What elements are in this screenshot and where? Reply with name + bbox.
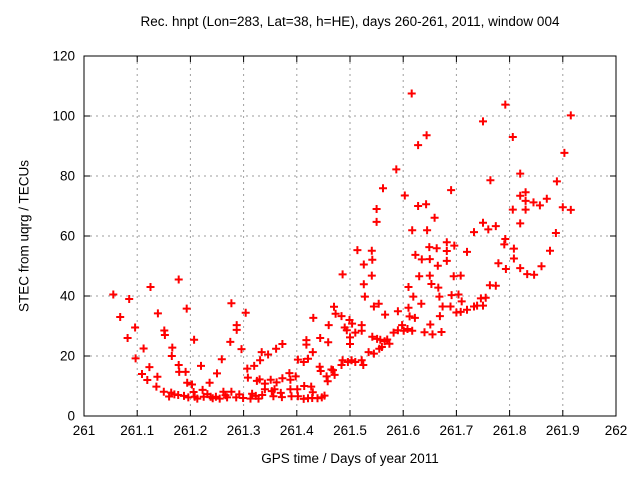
- x-tick-label: 262: [605, 423, 628, 438]
- x-tick-label: 261.8: [493, 423, 527, 438]
- y-tick-label: 60: [60, 229, 75, 244]
- y-tick-label: 120: [52, 49, 75, 64]
- x-tick-label: 261.6: [386, 423, 420, 438]
- tick-labels: 261 261.1 261.2 261.3 261.4 261.5 261.6 261.7 26…: [52, 49, 627, 439]
- y-tick-label: 100: [52, 109, 75, 124]
- x-tick-label: 261.5: [333, 423, 367, 438]
- x-tick-label: 261.4: [280, 423, 314, 438]
- x-tick-label: 261.7: [440, 423, 474, 438]
- y-tick-label: 80: [60, 169, 75, 184]
- x-axis-label: GPS time / Days of year 2011: [261, 451, 439, 466]
- y-tick-label: 40: [60, 289, 75, 304]
- y-tick-label: 0: [67, 409, 75, 424]
- chart-title: Rec. hnpt (Lon=283, Lat=38, h=HE), days …: [140, 14, 560, 29]
- gridlines: [84, 56, 616, 416]
- x-tick-label: 261.3: [227, 423, 261, 438]
- x-tick-label: 261.9: [546, 423, 580, 438]
- x-tick-label: 261.2: [174, 423, 208, 438]
- data-points: [109, 89, 575, 403]
- x-tick-label: 261: [73, 423, 96, 438]
- x-tick-label: 261.1: [120, 423, 154, 438]
- tick-marks: [83, 55, 617, 417]
- y-tick-label: 20: [60, 349, 75, 364]
